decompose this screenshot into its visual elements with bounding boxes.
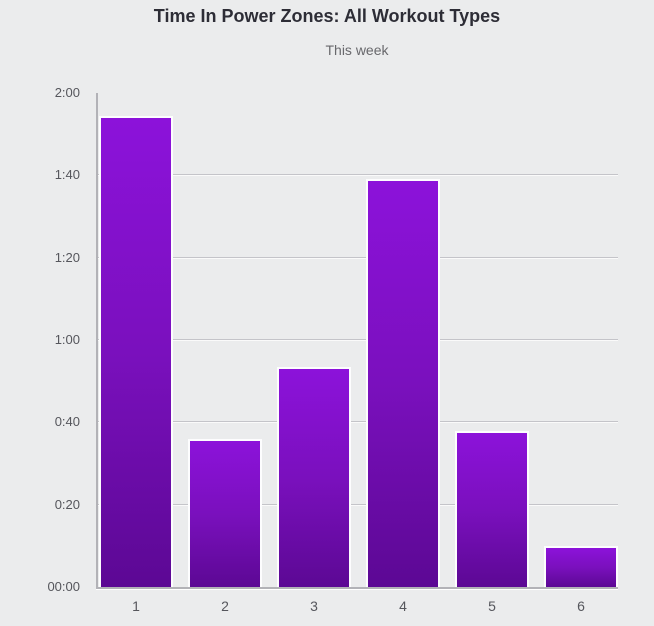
- y-tick-label: 0:20: [54, 496, 80, 512]
- x-tick-label-zone-6: 6: [577, 598, 585, 614]
- bar-zone-4[interactable]: [366, 179, 440, 587]
- chart-subtitle: This week: [325, 42, 389, 58]
- gridline: [98, 339, 618, 340]
- x-tick-label-zone-5: 5: [488, 598, 496, 614]
- y-tick-label: 1:40: [54, 167, 80, 183]
- x-tick-label-zone-3: 3: [310, 598, 318, 614]
- bar-zone-1[interactable]: [99, 116, 173, 587]
- gridline: [98, 503, 618, 505]
- bar-zone-3[interactable]: [277, 367, 351, 587]
- gridline: [98, 256, 618, 258]
- x-tick-label-zone-2: 2: [221, 598, 229, 614]
- plot-area: [96, 93, 618, 589]
- x-tick-label-zone-4: 4: [399, 598, 407, 614]
- chart-title: Time In Power Zones: All Workout Types: [153, 6, 501, 26]
- gridline: [98, 174, 618, 176]
- y-tick-label: 1:20: [54, 249, 80, 265]
- y-tick-label: 00:00: [47, 579, 80, 594]
- gridline: [98, 421, 618, 423]
- bar-zone-6[interactable]: [544, 546, 618, 587]
- bar-zone-2[interactable]: [188, 439, 262, 587]
- bar-zone-5[interactable]: [455, 431, 529, 587]
- y-tick-label: 0:40: [54, 414, 80, 430]
- y-tick-label: 1:00: [54, 332, 80, 347]
- x-tick-label-zone-1: 1: [132, 598, 140, 614]
- y-tick-label: 2:00: [54, 85, 80, 100]
